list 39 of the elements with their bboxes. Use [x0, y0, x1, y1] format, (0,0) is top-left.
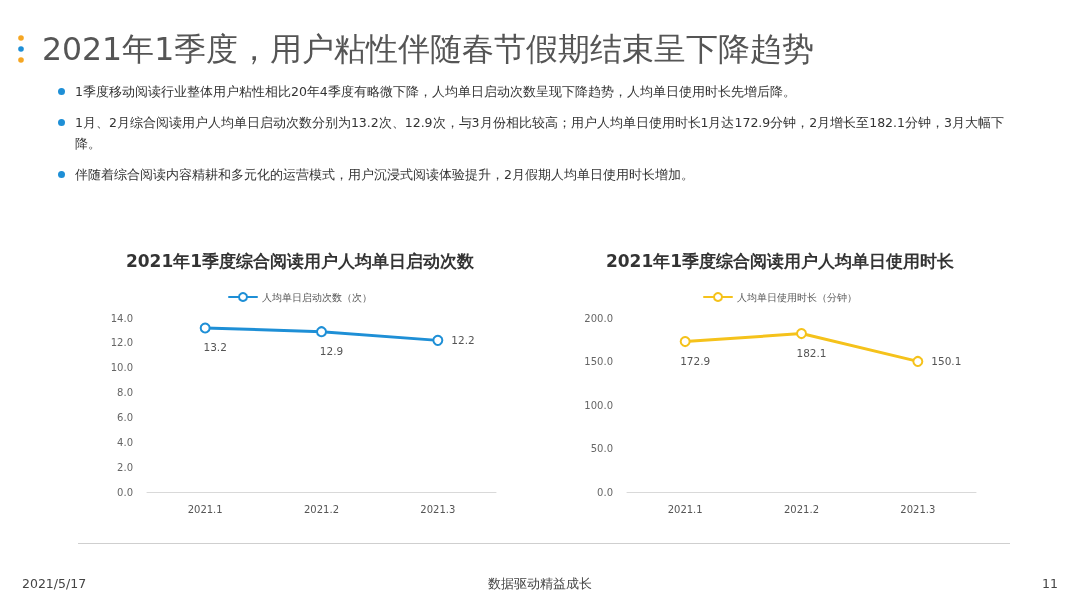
text: 2021年1季度，用户粘性伴随春节假期结束呈下降趋势 — [42, 30, 815, 68]
x-tick-label: 2021.1 — [667, 503, 703, 515]
point — [912, 355, 924, 367]
chart-title: 2021年1季度综合阅读用户人均单日启动次数 — [125, 250, 476, 271]
data-label: 13.2 — [203, 340, 227, 353]
y-tick-label: 200.0 — [584, 312, 613, 324]
data-label: 172.9 — [680, 354, 711, 367]
y-tick-label: 12.0 — [110, 337, 133, 349]
text: 数据驱动精益成长 — [488, 576, 592, 593]
point — [796, 328, 807, 340]
data-label: 150.1 — [931, 355, 962, 368]
y-tick-label: 8.0 — [117, 387, 133, 399]
point — [679, 336, 691, 348]
y-tick-label: 6.0 — [117, 411, 133, 423]
text: 11 — [1042, 576, 1058, 593]
y-tick-label: 50.0 — [590, 443, 613, 454]
x-tick-label: 2021.3 — [420, 503, 456, 515]
y-tick-label: 0.0 — [117, 486, 133, 498]
x-tick-label: 2021.3 — [900, 503, 936, 515]
x-tick-label: 2021.2 — [304, 503, 339, 515]
y-tick-label: 0.0 — [597, 486, 613, 498]
y-tick-label: 14.0 — [110, 312, 133, 324]
chart-title: 2021年1季度综合阅读用户人均单日使用时长 — [605, 250, 956, 271]
data-label: 12.9 — [319, 344, 344, 357]
legend-label: 人均单日使用时长（分钟） — [737, 291, 857, 303]
text: 伴随着综合阅读内容精耕和多元化的运营模式，用户沉浸式阅读体验提升，2月假期人均单日使用时长增加。 — [75, 166, 695, 184]
y-tick-label: 100.0 — [584, 399, 613, 411]
data-label: 12.2 — [451, 334, 475, 347]
y-tick-label: 4.0 — [117, 436, 133, 448]
y-tick-label: 10.0 — [110, 362, 133, 374]
x-tick-label: 2021.1 — [187, 503, 223, 515]
text: 2021/5/17 — [22, 576, 87, 593]
data-label: 182.1 — [796, 346, 827, 359]
legend-label: 人均单日启动次数（次） — [262, 291, 372, 303]
text: 1月、2月综合阅读用户人均单日启动次数分别为13.2次、12.9次，与3月份相比较高；用户人均单日使用时长1月达172.9分钟，2月增长至182.1分钟，3月大幅下降。 — [75, 114, 1005, 153]
x-tick-label: 2021.2 — [784, 503, 819, 515]
y-tick-label: 2.0 — [117, 461, 133, 473]
text: 1季度移动阅读行业整体用户粘性相比20年4季度有略微下降，人均单日启动次数呈现下降趋势，人均单日使用时长先增后降。 — [75, 83, 797, 101]
y-tick-label: 150.0 — [584, 356, 613, 367]
